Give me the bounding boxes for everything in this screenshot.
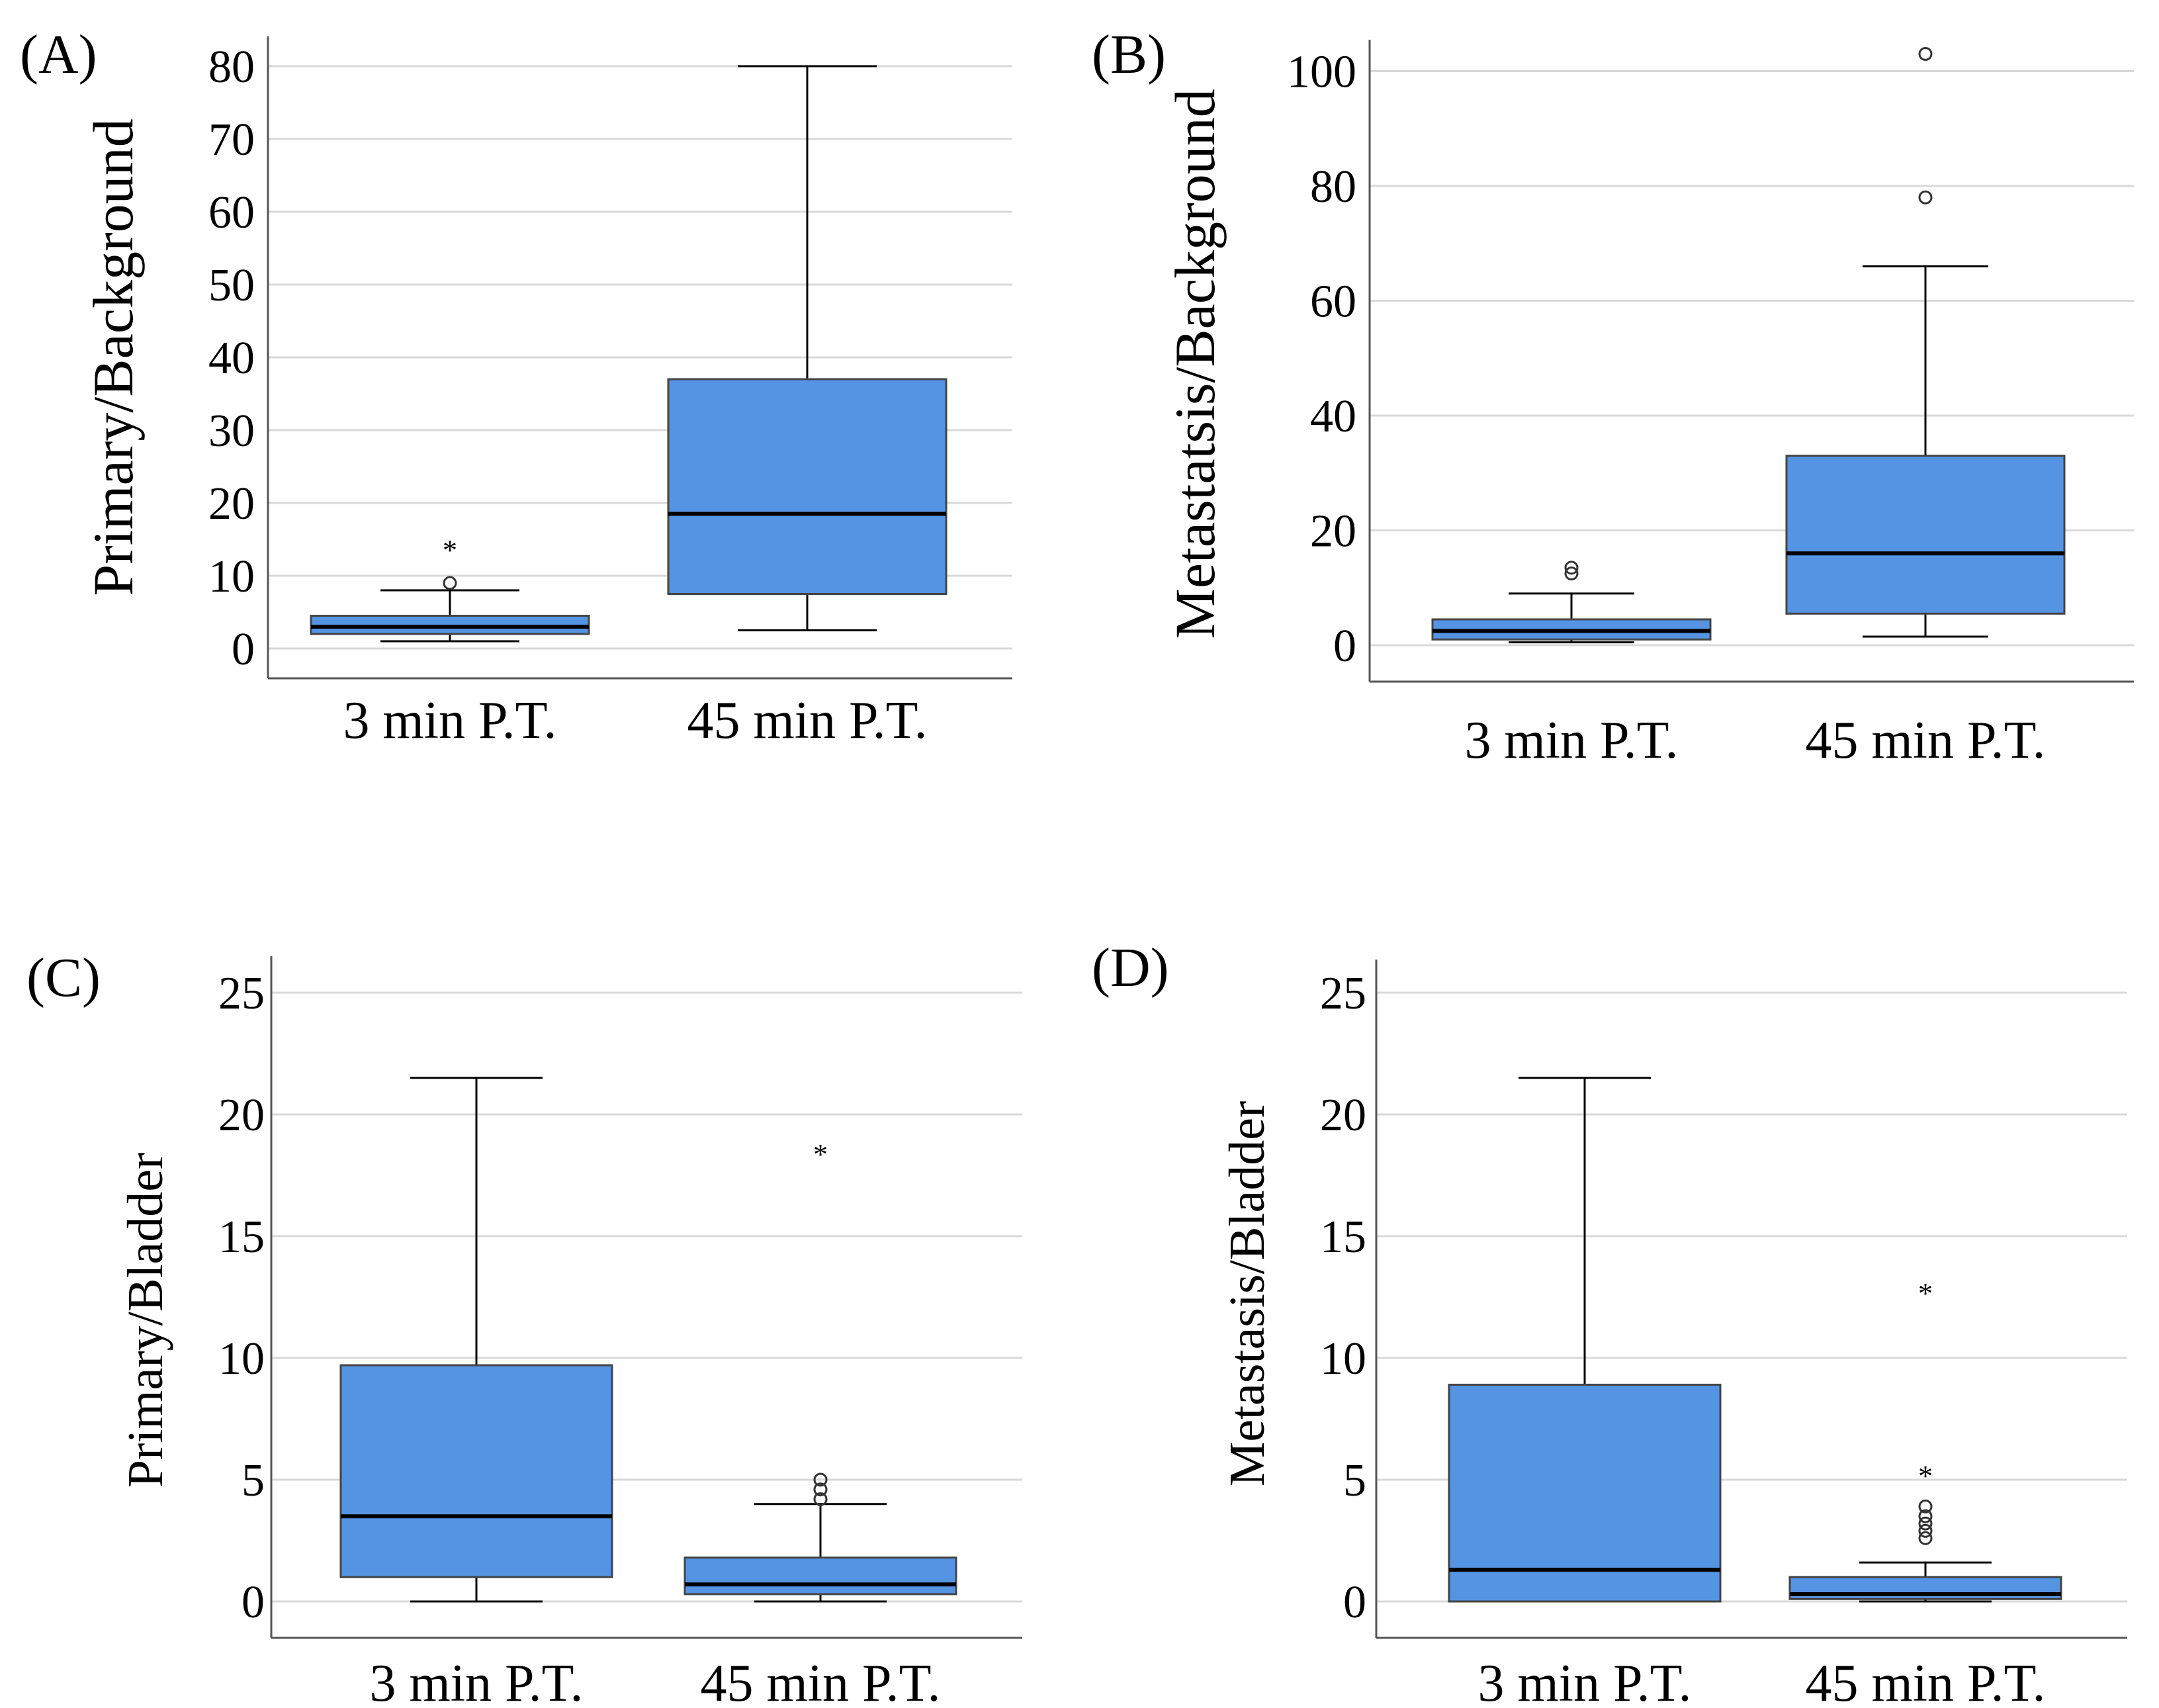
- y-tick-label: 60: [1310, 277, 1356, 328]
- y-tick-label: 40: [208, 333, 255, 384]
- box-1: [1431, 561, 1712, 644]
- chart-panel-2: 0 20 40 60 80 100 3 min P.T. 45 min P.T. (B)Meta…: [1092, 24, 2134, 770]
- outlier-circle: [1918, 46, 1933, 61]
- y-axis-title: Metastatsis/Background: [1163, 89, 1227, 639]
- extreme-outlier-star: *: [813, 1138, 828, 1171]
- y-tick-label: 10: [208, 551, 255, 602]
- x-category-label: 3 min P.T.: [343, 692, 556, 750]
- panel-label: (C): [26, 947, 101, 1009]
- y-tick-label: 5: [1343, 1455, 1366, 1506]
- outlier-circle: [1918, 1523, 1933, 1538]
- y-tick-label: 25: [218, 968, 265, 1019]
- y-tick-label: 0: [1333, 621, 1356, 672]
- y-tick-label: 10: [1320, 1333, 1366, 1384]
- y-tick-label: 5: [242, 1455, 265, 1506]
- y-tick-label: 15: [1320, 1212, 1366, 1263]
- outlier-circle: [443, 576, 457, 590]
- outlier-circle: [813, 1472, 828, 1487]
- outlier-circle: [1918, 1531, 1933, 1545]
- outlier-circle: [813, 1492, 828, 1506]
- y-tick-label: 60: [208, 187, 255, 238]
- outlier-circle: [1918, 190, 1933, 204]
- y-tick-label: 30: [208, 406, 255, 457]
- y-axis-title: Metastasis/Bladder: [1219, 1101, 1275, 1487]
- x-category-label: 45 min P.T.: [1805, 1654, 2045, 1708]
- chart-panel-1: 0 10 20 30 40 50 60 70 80 * 3 min P.T. 45 min P.T. (…: [20, 24, 1012, 750]
- outlier-circle: [813, 1482, 828, 1497]
- chart-panel-3: 0 5 10 15 20 25 3 min P.T. * 45 min P.T. (C) Prima…: [26, 947, 1022, 1708]
- panel-label: (A): [20, 24, 97, 85]
- y-tick-label: 15: [218, 1212, 265, 1263]
- box-2: *: [683, 1138, 957, 1603]
- extreme-outlier-star: *: [1918, 1277, 1933, 1310]
- iqr-box: [1785, 455, 2066, 615]
- outlier-circle: [1918, 1499, 1933, 1513]
- y-tick-label: 20: [1310, 506, 1356, 557]
- y-tick-label: 25: [1320, 968, 1366, 1019]
- y-tick-label: 50: [208, 260, 255, 311]
- x-category-label: 45 min P.T.: [700, 1654, 940, 1708]
- outlier-circle: [1564, 561, 1579, 575]
- iqr-box: [339, 1364, 613, 1578]
- y-axis-title: Primary/Background: [81, 118, 145, 596]
- y-tick-label: 10: [218, 1333, 265, 1384]
- box-1: [339, 1077, 613, 1603]
- iqr-box: [1448, 1383, 1722, 1603]
- y-tick-label: 40: [1310, 391, 1356, 442]
- outlier-circle: [1918, 1509, 1933, 1523]
- y-tick-label: 0: [1343, 1577, 1366, 1628]
- x-category-label: 3 min P.T.: [1477, 1654, 1691, 1708]
- box-1: [1448, 1077, 1722, 1603]
- y-tick-label: 80: [208, 42, 255, 93]
- y-axis-title: Primary/Bladder: [118, 1153, 173, 1488]
- y-tick-label: 20: [1320, 1090, 1366, 1141]
- extreme-outlier-star: *: [443, 534, 457, 566]
- panel-label: (B): [1092, 24, 1166, 85]
- y-tick-label: 100: [1287, 47, 1356, 98]
- y-tick-label: 0: [232, 624, 255, 675]
- box-2: [667, 65, 947, 631]
- x-category-label: 3 min P.T.: [1464, 711, 1678, 770]
- iqr-box: [667, 378, 947, 595]
- iqr-box: [683, 1556, 957, 1596]
- x-category-label: 45 min P.T.: [1805, 711, 2045, 770]
- extreme-outlier-star: *: [1918, 1460, 1933, 1492]
- box-2: **: [1788, 1277, 2062, 1603]
- y-tick-label: 20: [218, 1090, 265, 1141]
- x-category-label: 45 min P.T.: [687, 692, 927, 750]
- y-tick-label: 0: [242, 1577, 265, 1628]
- box-2: [1785, 46, 2066, 638]
- panel-label: (D): [1092, 937, 1169, 999]
- x-category-label: 3 min P.T.: [369, 1654, 583, 1708]
- box-1: *: [310, 534, 590, 643]
- outlier-circle: [1918, 1516, 1933, 1531]
- y-tick-label: 70: [208, 114, 255, 165]
- outlier-circle: [1564, 566, 1579, 581]
- y-tick-label: 20: [208, 478, 255, 529]
- y-tick-label: 80: [1310, 161, 1356, 212]
